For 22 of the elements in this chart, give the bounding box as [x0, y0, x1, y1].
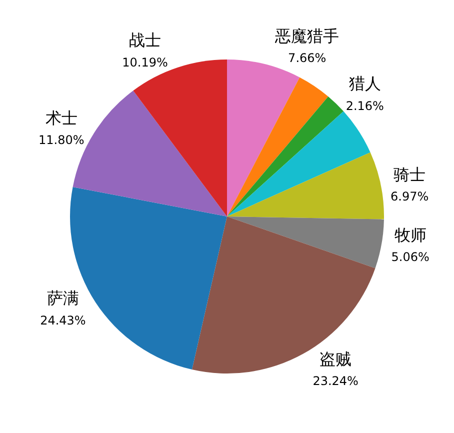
- data-label: 7.66%: [288, 51, 326, 66]
- pie-slice: [227, 152, 384, 220]
- data-label: 2.16%: [346, 98, 384, 113]
- data-label: 5.06%: [391, 250, 430, 264]
- pie-slice: [227, 77, 328, 216]
- slice-label: 猎人: [348, 74, 381, 94]
- data-label: 6.97%: [390, 190, 429, 204]
- slice-label: 战士: [129, 30, 162, 50]
- slice-label: 萨满: [46, 288, 79, 308]
- data-label: 11.80%: [38, 133, 84, 148]
- pie-slice: [227, 96, 344, 216]
- data-label: 23.24%: [312, 374, 358, 388]
- data-label: 10.19%: [122, 55, 168, 70]
- pie-slice: [227, 216, 384, 268]
- slice-label: 术士: [45, 108, 78, 128]
- pie-slice: [227, 111, 370, 216]
- slice-label: 骑士: [394, 164, 426, 184]
- data-label: 24.43%: [40, 314, 86, 328]
- slice-label: 牧师: [394, 225, 426, 244]
- slice-label: 恶魔猎手: [274, 26, 340, 46]
- slice-label: 盗贼: [320, 349, 352, 368]
- pie-slice: [192, 216, 376, 374]
